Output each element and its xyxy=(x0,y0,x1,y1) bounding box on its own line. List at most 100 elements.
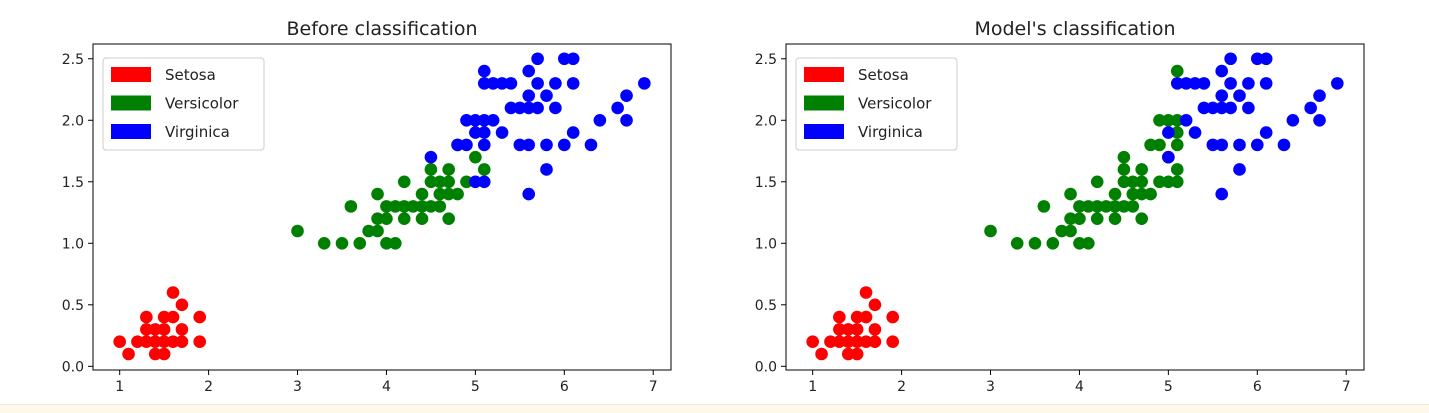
data-point-versicolor xyxy=(1108,187,1122,201)
data-point-setosa xyxy=(166,335,180,349)
output-area-border xyxy=(0,404,1429,413)
legend-label-setosa: Setosa xyxy=(858,66,909,84)
y-tick-label: 0.0 xyxy=(62,359,84,375)
data-point-virginica xyxy=(540,89,553,102)
data-point-versicolor xyxy=(389,236,402,250)
data-point-setosa xyxy=(868,298,882,312)
data-point-virginica xyxy=(1250,138,1264,152)
data-point-versicolor xyxy=(415,187,429,201)
data-point-virginica xyxy=(1313,89,1326,102)
data-point-virginica xyxy=(1313,113,1326,127)
data-point-virginica xyxy=(522,101,536,115)
data-point-versicolor xyxy=(451,187,464,201)
y-tick-label: 2.5 xyxy=(62,52,84,68)
data-point-virginica xyxy=(522,89,536,102)
data-point-setosa xyxy=(140,335,153,349)
x-tick-label: 4 xyxy=(1075,379,1084,395)
legend-swatch-versicolor xyxy=(804,95,844,111)
data-point-virginica xyxy=(549,77,562,90)
data-point-virginica xyxy=(531,77,544,90)
data-point-virginica xyxy=(1197,101,1211,115)
data-point-versicolor xyxy=(397,175,411,189)
data-point-setosa xyxy=(157,323,171,336)
data-point-virginica xyxy=(557,138,571,152)
data-point-setosa xyxy=(841,335,855,349)
data-point-setosa xyxy=(841,347,855,361)
data-point-versicolor xyxy=(1162,175,1175,189)
data-point-versicolor xyxy=(442,163,455,176)
data-point-versicolor xyxy=(469,150,482,164)
data-point-versicolor xyxy=(397,200,411,213)
data-point-setosa xyxy=(157,310,171,324)
x-tick-label: 1 xyxy=(808,379,817,395)
data-point-virginica xyxy=(1259,77,1273,90)
data-point-virginica xyxy=(611,101,624,115)
data-point-virginica xyxy=(504,101,518,115)
data-point-setosa xyxy=(886,335,900,349)
data-point-virginica xyxy=(1331,77,1344,90)
data-point-versicolor xyxy=(1073,236,1086,250)
data-point-virginica xyxy=(1206,138,1220,152)
x-tick-label: 3 xyxy=(986,379,995,395)
data-point-virginica xyxy=(1233,163,1246,176)
data-point-versicolor xyxy=(460,175,473,189)
data-point-setosa xyxy=(175,298,189,312)
data-point-virginica xyxy=(1188,77,1202,90)
axes-frame xyxy=(785,43,1365,371)
legend-swatch-virginica xyxy=(111,124,151,139)
data-point-virginica xyxy=(1242,101,1255,115)
data-point-setosa xyxy=(833,323,846,336)
legend: Setosa Versicolor Virginica xyxy=(795,57,958,151)
data-point-versicolor xyxy=(397,212,411,225)
data-point-versicolor xyxy=(1117,175,1131,189)
data-point-virginica xyxy=(1179,77,1193,90)
data-point-setosa xyxy=(193,310,207,324)
x-tick-label: 2 xyxy=(204,379,213,395)
data-point-virginica xyxy=(1215,187,1229,201)
x-tick-label: 6 xyxy=(560,379,569,395)
data-point-virginica xyxy=(460,138,473,152)
data-point-versicolor xyxy=(1135,175,1148,189)
data-point-setosa xyxy=(833,310,846,324)
data-point-virginica xyxy=(1259,126,1273,139)
data-point-virginica xyxy=(477,64,491,78)
x-tick-label: 1 xyxy=(115,379,124,395)
data-point-versicolor xyxy=(424,200,438,213)
data-point-virginica xyxy=(513,138,527,152)
data-point-versicolor xyxy=(389,200,402,213)
data-point-virginica xyxy=(1206,101,1220,115)
data-point-versicolor xyxy=(1028,236,1042,250)
data-point-versicolor xyxy=(1064,212,1077,225)
series-versicolor xyxy=(291,138,491,250)
series-virginica xyxy=(424,52,651,201)
data-point-versicolor xyxy=(1170,175,1184,189)
data-point-versicolor xyxy=(1117,200,1131,213)
data-point-virginica xyxy=(1224,77,1237,90)
x-tick-label: 7 xyxy=(649,379,658,395)
data-point-setosa xyxy=(859,335,873,349)
data-point-virginica xyxy=(477,175,491,189)
data-point-versicolor xyxy=(1117,163,1131,176)
data-point-virginica xyxy=(566,126,580,139)
data-point-setosa xyxy=(850,323,864,336)
data-point-virginica xyxy=(477,138,491,152)
data-point-virginica xyxy=(1304,101,1317,115)
x-tick-label: 5 xyxy=(471,379,480,395)
data-point-virginica xyxy=(486,77,500,90)
data-point-versicolor xyxy=(1144,138,1157,152)
data-point-virginica xyxy=(1233,89,1246,102)
data-point-versicolor xyxy=(380,200,393,213)
data-point-setosa xyxy=(859,310,873,324)
data-point-virginica xyxy=(1170,77,1184,90)
data-point-versicolor xyxy=(1082,200,1095,213)
data-point-virginica xyxy=(540,138,553,152)
data-point-versicolor xyxy=(415,200,429,213)
data-point-setosa xyxy=(113,335,126,349)
data-point-setosa xyxy=(166,286,180,299)
data-point-virginica xyxy=(513,101,527,115)
data-point-versicolor xyxy=(1126,200,1140,213)
data-point-setosa xyxy=(157,347,171,361)
data-point-setosa xyxy=(850,347,864,361)
data-point-virginica xyxy=(531,101,544,115)
data-point-virginica xyxy=(469,126,482,139)
